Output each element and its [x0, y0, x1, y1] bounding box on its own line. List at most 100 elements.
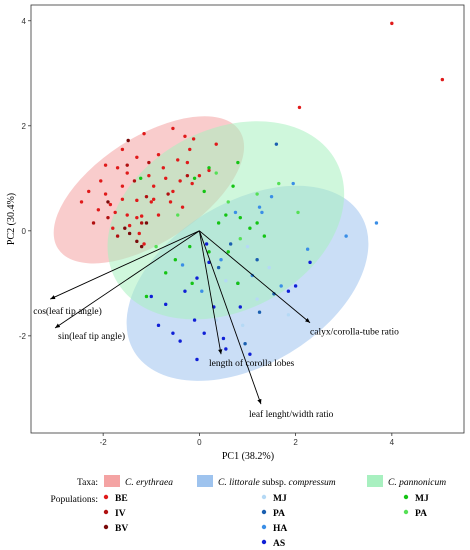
data-point	[164, 302, 168, 307]
data-point	[344, 234, 348, 238]
data-point	[185, 160, 190, 165]
data-point	[221, 336, 226, 341]
legend-population-label: MJ	[415, 494, 429, 504]
legend-population-label: MJ	[273, 494, 287, 504]
data-point	[286, 313, 291, 317]
data-point	[197, 173, 202, 178]
data-point	[139, 214, 144, 218]
data-point	[147, 160, 151, 165]
data-point	[216, 265, 221, 270]
data-point	[149, 200, 153, 204]
data-point	[277, 181, 281, 186]
data-point	[440, 77, 445, 82]
legend-taxa-title: Taxa:	[77, 478, 98, 488]
data-point	[132, 179, 137, 183]
data-point	[180, 205, 185, 209]
data-point	[260, 210, 264, 215]
data-point	[115, 166, 120, 170]
y-tick-label: 4	[22, 17, 27, 26]
data-point	[224, 347, 228, 351]
data-point	[269, 194, 274, 199]
data-point	[178, 179, 182, 183]
loading-arrow	[199, 230, 311, 324]
data-point	[262, 234, 267, 238]
data-point	[108, 202, 113, 207]
data-point	[156, 213, 161, 217]
data-point	[296, 210, 300, 215]
confidence-ellipse-2	[107, 121, 345, 320]
data-point	[147, 173, 151, 178]
loading-arrow	[198, 230, 262, 405]
legend-populations-title: Populations:	[50, 495, 98, 505]
data-point	[135, 198, 139, 203]
data-point	[135, 239, 139, 244]
loading-label: leaf lenght/width ratio	[249, 409, 334, 420]
data-point	[173, 257, 178, 262]
data-point	[103, 192, 108, 196]
legend-taxon-swatch	[197, 475, 213, 487]
data-point	[120, 197, 125, 202]
data-point	[120, 184, 125, 188]
data-point	[126, 138, 130, 143]
data-point	[183, 134, 187, 138]
data-point	[279, 284, 283, 288]
data-point	[161, 166, 166, 170]
data-point	[192, 176, 197, 181]
data-point	[214, 142, 218, 146]
legend-population-dot	[103, 494, 109, 500]
data-point	[204, 242, 209, 246]
data-point	[127, 223, 132, 228]
data-point	[308, 260, 312, 265]
data-point	[168, 200, 173, 204]
data-point	[231, 184, 235, 188]
data-point	[224, 279, 228, 283]
data-point	[255, 297, 259, 301]
data-point	[127, 231, 132, 236]
legend-taxon-label: C. pannonicum	[388, 478, 446, 488]
data-point	[138, 176, 143, 181]
data-point	[144, 294, 149, 299]
data-point	[139, 221, 144, 225]
legend-population-dot	[261, 524, 267, 530]
data-point	[125, 171, 129, 175]
legend-population-label: BE	[115, 494, 128, 504]
loading-label: cos(leaf tip angle)	[33, 306, 102, 317]
data-point	[236, 160, 240, 165]
data-point	[156, 323, 161, 328]
y-tick-label: 0	[22, 227, 27, 236]
legend-taxon-label: C. littorale subsp. compressum	[218, 478, 336, 488]
data-point	[156, 152, 161, 157]
loading-arrow	[54, 230, 200, 329]
legend-taxon-swatch	[104, 475, 120, 487]
data-point	[125, 163, 129, 167]
data-point	[99, 179, 103, 183]
loading-label: calyx/corolla-tube ratio	[310, 328, 399, 338]
data-point	[202, 189, 206, 194]
data-point	[200, 289, 204, 293]
legend-population-label: HA	[273, 524, 287, 534]
data-point	[224, 213, 228, 217]
data-point	[151, 184, 156, 188]
loading-label: sin(leaf tip angle)	[58, 331, 125, 342]
data-point	[286, 289, 291, 293]
data-point	[257, 310, 262, 314]
loading-arrow	[50, 230, 200, 300]
data-point	[144, 194, 149, 199]
data-point	[248, 226, 252, 230]
data-point	[374, 221, 379, 225]
data-point	[176, 213, 180, 217]
legend-population-dot	[261, 539, 267, 545]
data-point	[115, 234, 120, 238]
data-point	[178, 339, 182, 343]
data-point	[166, 192, 170, 196]
data-point	[255, 257, 259, 262]
data-point	[248, 352, 252, 356]
data-point	[190, 181, 194, 186]
data-point	[120, 147, 125, 152]
y-axis-title: PC2 (30.4%)	[6, 193, 17, 245]
data-point	[113, 210, 117, 215]
axis-layer: -2 0 2 4 -2 0 2 4	[19, 17, 395, 447]
legend-taxon-swatch	[367, 475, 383, 487]
legend-population-label: AS	[273, 539, 285, 549]
data-point	[164, 176, 168, 181]
